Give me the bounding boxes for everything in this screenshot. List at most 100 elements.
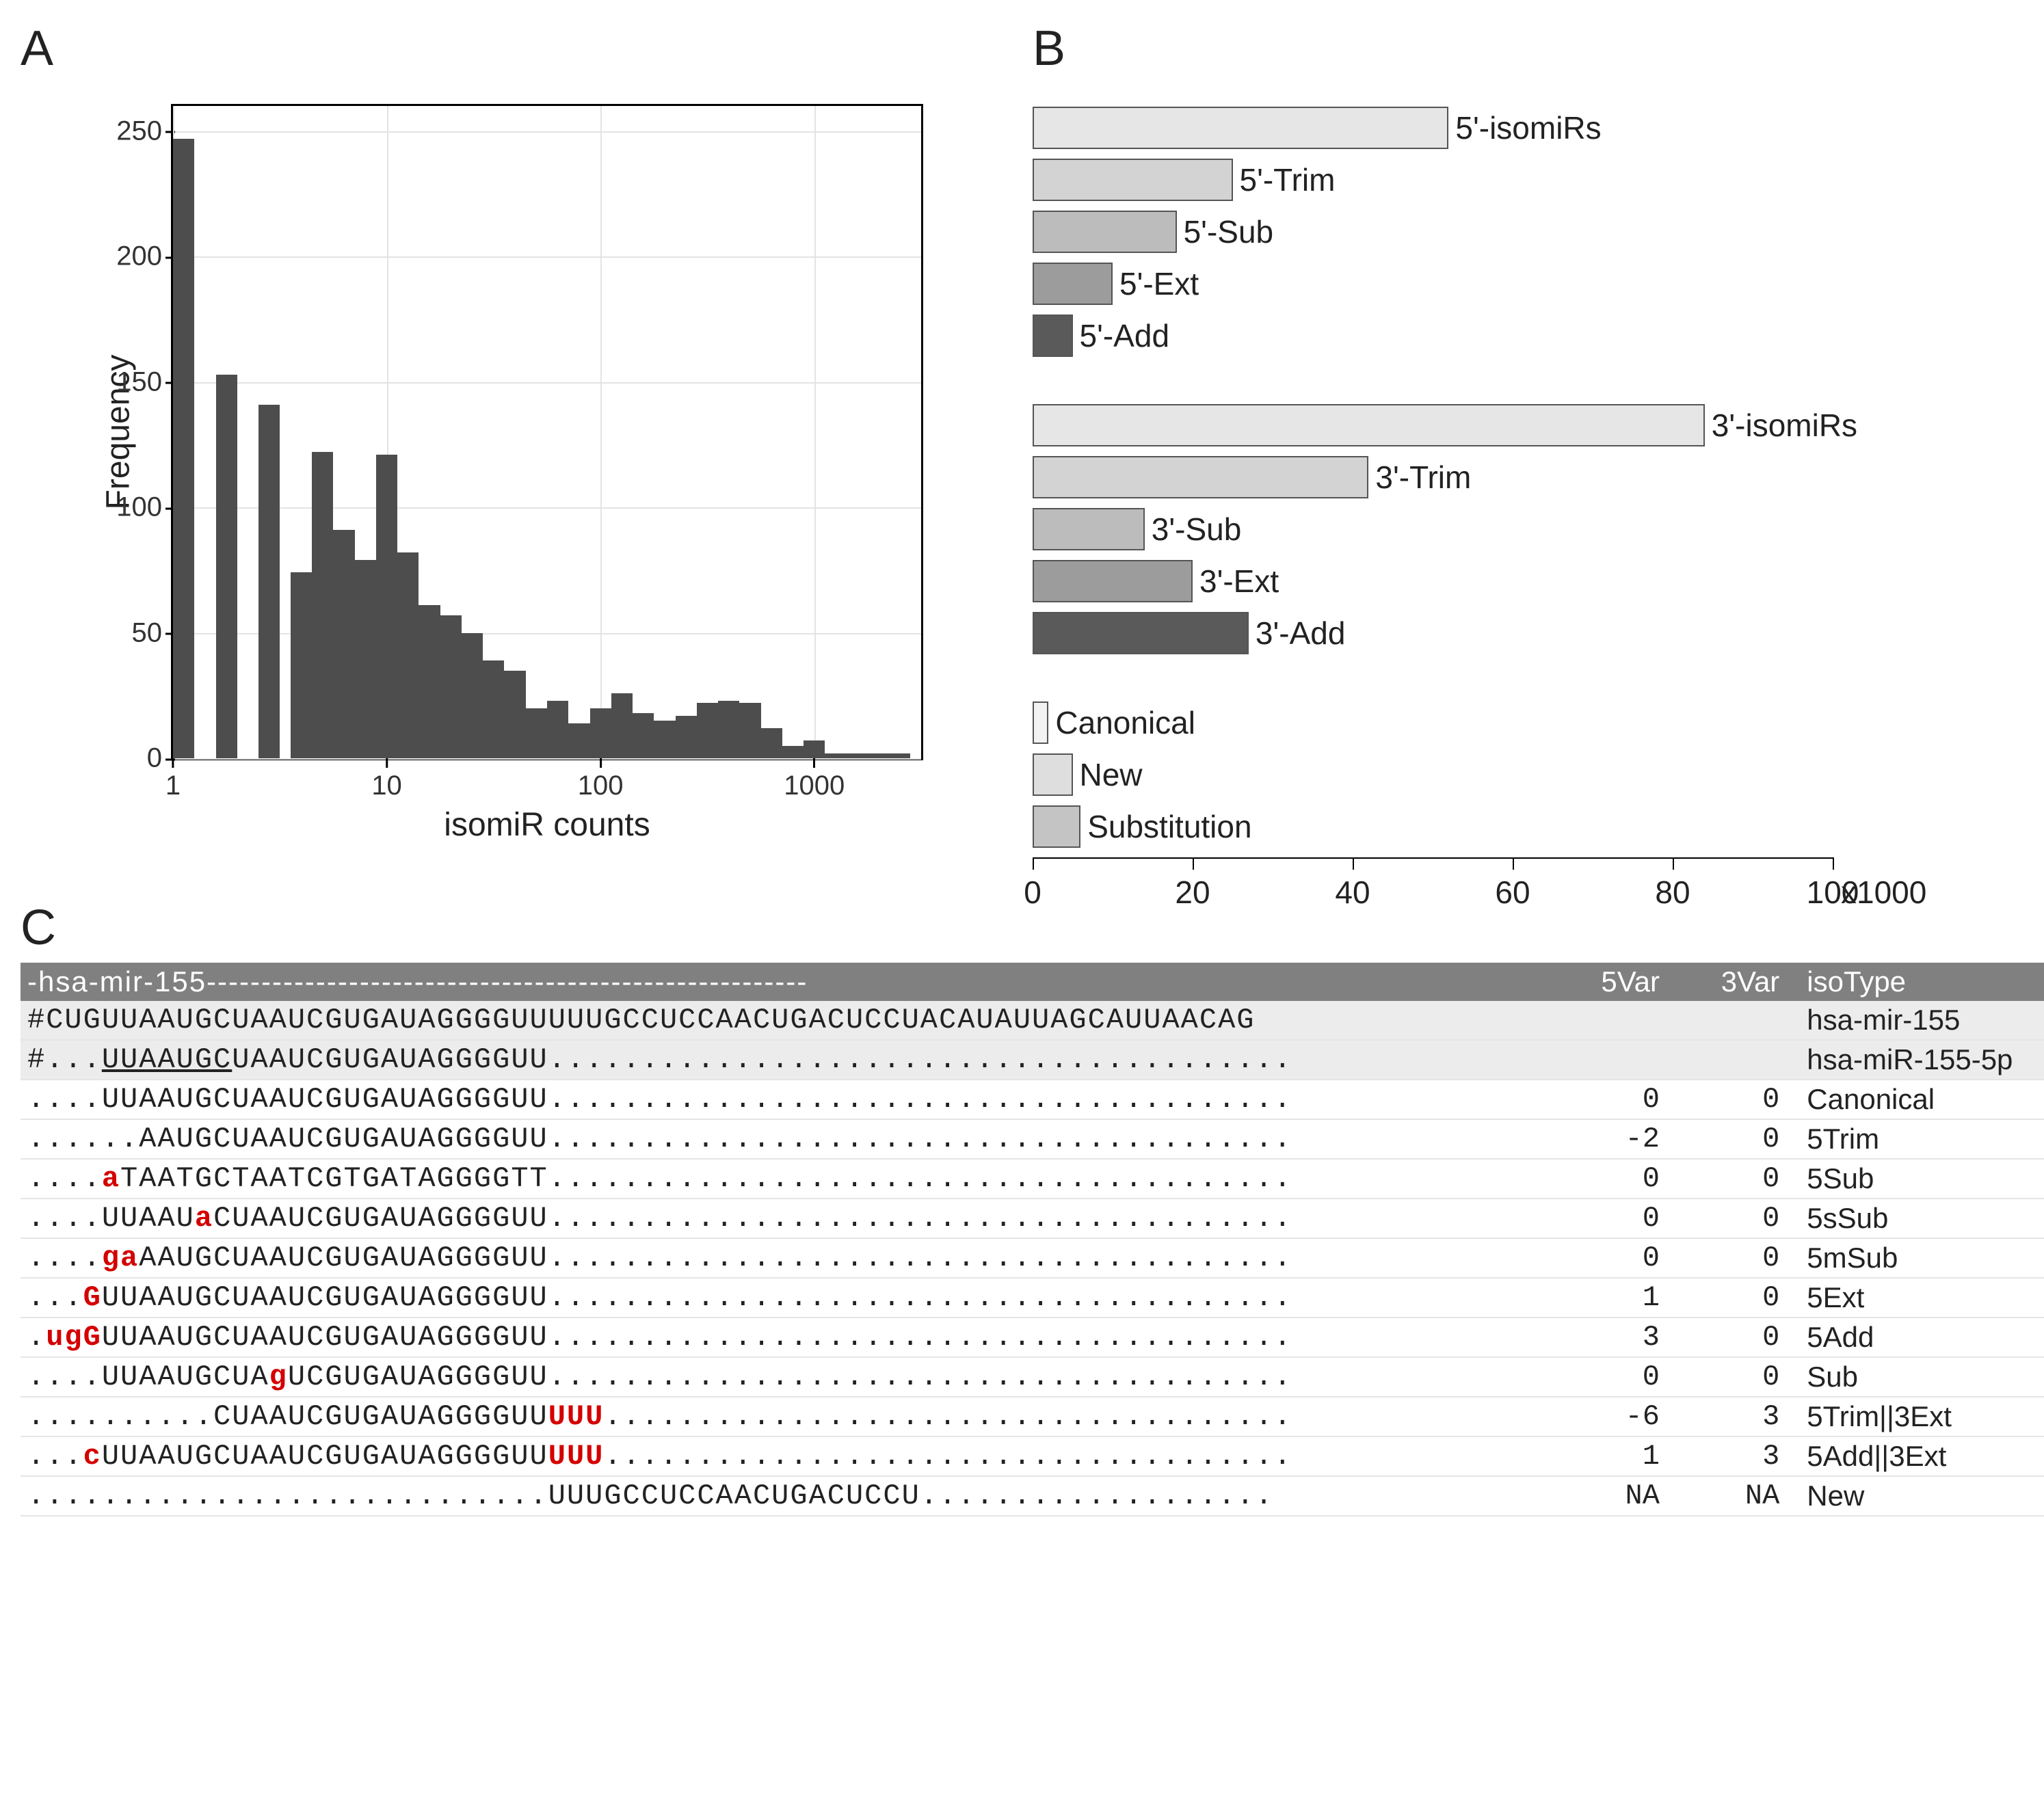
x-tick-label: 100: [578, 758, 624, 801]
grid-h: [173, 382, 921, 384]
histogram-bar: [526, 708, 547, 758]
table-row: .ugGUUAAUGCUAAUCGUGAUAGGGGUU............…: [21, 1318, 2044, 1357]
panel-a-label: A: [21, 21, 978, 77]
panel-b-label: B: [1033, 21, 1990, 77]
table-row: ....aTAATGCTAATCGTGATAGGGGTT............…: [21, 1159, 2044, 1199]
table-row: ....UUAAUaCUAAUCGUGAUAGGGGUU............…: [21, 1199, 2044, 1238]
isotype-cell: Sub: [1800, 1357, 2044, 1397]
histogram-bar: [825, 753, 846, 758]
hbar-row: 3'-isomiRs: [1033, 401, 1833, 449]
hbar-bar: [1033, 753, 1073, 796]
hbar-tick: [1673, 857, 1674, 870]
table-row: ......AAUGCUAAUCGUGAUAGGGGUU............…: [21, 1119, 2044, 1159]
isotype-cell: 5Trim||3Ext: [1800, 1397, 2044, 1436]
var3-cell: 0: [1680, 1119, 1800, 1159]
isotype-cell: 5Trim: [1800, 1119, 2044, 1159]
y-tick-label: 200: [116, 241, 173, 272]
var5-cell: NA: [1561, 1476, 1680, 1516]
hbar-label: 5'-Add: [1080, 317, 1170, 354]
hbar-label: Substitution: [1087, 808, 1251, 845]
var3-cell: NA: [1680, 1476, 1800, 1516]
hbar-tick: [1353, 857, 1354, 870]
histogram-bar: [376, 455, 397, 758]
table-row: #CUGUUAAUGCUAAUCGUGAUAGGGGUUUUUGCCUCCAAC…: [21, 1001, 2044, 1040]
hbar-label: 5'-Ext: [1119, 265, 1199, 302]
table-row: ............................UUUGCCUCCAAC…: [21, 1476, 2044, 1516]
panel-a: A Frequency isomiR counts 05010015020025…: [21, 21, 978, 842]
header-5var: 5Var: [1561, 963, 1680, 1001]
hbar-label: New: [1080, 756, 1143, 793]
isotype-cell: hsa-mir-155: [1800, 1001, 2044, 1040]
isotype-cell: 5mSub: [1800, 1238, 2044, 1278]
hbar-row: 5'-Ext: [1033, 260, 1833, 308]
grid-v: [814, 106, 816, 758]
hbar-row: Canonical: [1033, 699, 1833, 747]
hbar-bar: [1033, 508, 1145, 550]
x-tick-label: 1: [165, 758, 181, 801]
y-tick-label: 50: [132, 617, 174, 648]
histogram: Frequency isomiR counts 0501001502002501…: [116, 90, 937, 842]
figure: A Frequency isomiR counts 05010015020025…: [21, 21, 2044, 1516]
hbar-row: 5'-Trim: [1033, 156, 1833, 204]
hbar-bar: [1033, 315, 1073, 357]
hbar-label: 3'-Ext: [1199, 563, 1279, 600]
histogram-bar: [718, 701, 739, 758]
hbar-label: 5'-isomiRs: [1455, 109, 1601, 146]
hbar-tick-label: 80: [1655, 874, 1690, 911]
var5-cell: 1: [1561, 1278, 1680, 1318]
hbar-tick-label: 40: [1335, 874, 1370, 911]
grid-h: [173, 131, 921, 133]
sequence-cell: .ugGUUAAUGCUAAUCGUGAUAGGGGUU............…: [21, 1318, 1561, 1357]
sequence-cell: #CUGUUAAUGCUAAUCGUGAUAGGGGUUUUUGCCUCCAAC…: [21, 1001, 1561, 1040]
sequence-cell: ....UUAAUGCUAAUCGUGAUAGGGGUU............…: [21, 1080, 1561, 1119]
var3-cell: 0: [1680, 1080, 1800, 1119]
histogram-bar: [633, 713, 654, 758]
var5-cell: [1561, 1040, 1680, 1080]
hbar-unit-label: x1000: [1841, 874, 1926, 911]
grid-h: [173, 633, 921, 634]
histogram-bar: [462, 633, 483, 758]
hbar-x-axis: 020406080100x1000: [1033, 857, 1833, 859]
histogram-plot-area: Frequency isomiR counts 0501001502002501…: [171, 104, 923, 760]
hbar-row: 5'-Sub: [1033, 208, 1833, 256]
grid-v: [600, 106, 602, 758]
header-title: -hsa-mir-155----------------------------…: [21, 963, 1561, 1001]
hbar-groups: 5'-isomiRs 5'-Trim5'-Sub 5'-Ext 5'-Add 3'-is…: [1033, 104, 1833, 851]
table-row: ...GUUAAUGCUAAUCGUGAUAGGGGUU............…: [21, 1278, 2044, 1318]
histogram-bar: [291, 572, 312, 758]
table-row: ....UUAAUGCUAAUCGUGAUAGGGGUU............…: [21, 1080, 2044, 1119]
isotype-cell: 5Sub: [1800, 1159, 2044, 1199]
histogram-bar: [761, 728, 782, 758]
hbar-row: 3'-Sub: [1033, 505, 1833, 553]
var3-cell: 0: [1680, 1159, 1800, 1199]
sequence-cell: ....gaAAUGCUAAUCGUGAUAGGGGUU............…: [21, 1238, 1561, 1278]
histogram-bar: [483, 660, 504, 758]
y-tick-label: 150: [116, 366, 173, 397]
header-isotype: isoType: [1800, 963, 2044, 1001]
sequence-cell: ....UUAAUaCUAAUCGUGAUAGGGGUU............…: [21, 1199, 1561, 1238]
histogram-bar: [804, 740, 825, 758]
hbar-tick: [1193, 857, 1194, 870]
hbar-bar: [1033, 701, 1048, 744]
histogram-bar: [173, 139, 194, 758]
isotype-cell: 5Ext: [1800, 1278, 2044, 1318]
table-row: ...cUUAAUGCUAAUCGUGAUAGGGGUUUUU.........…: [21, 1436, 2044, 1476]
var3-cell: 0: [1680, 1238, 1800, 1278]
var3-cell: 0: [1680, 1278, 1800, 1318]
hbar-label: 3'-Sub: [1152, 511, 1242, 548]
hbar-bar: [1033, 159, 1233, 201]
hbar-bar: [1033, 211, 1177, 253]
panel-b: B 5'-isomiRs 5'-Trim5'-Sub 5'-Ext 5'-Add 3'-…: [1033, 21, 1990, 859]
hbar-tick: [1833, 857, 1834, 870]
hbar-row: 3'-Add: [1033, 609, 1833, 657]
hbar-tick: [1513, 857, 1514, 870]
var3-cell: 0: [1680, 1199, 1800, 1238]
hbar-row: 5'-Add: [1033, 312, 1833, 360]
sequence-cell: ....aTAATGCTAATCGTGATAGGGGTT............…: [21, 1159, 1561, 1199]
hbar-bar: [1033, 456, 1368, 498]
var3-cell: [1680, 1001, 1800, 1040]
histogram-bar: [697, 703, 718, 758]
histogram-x-label: isomiR counts: [444, 806, 650, 844]
panel-c: C -hsa-mir-155--------------------------…: [21, 900, 2044, 1516]
header-3var: 3Var: [1680, 963, 1800, 1001]
